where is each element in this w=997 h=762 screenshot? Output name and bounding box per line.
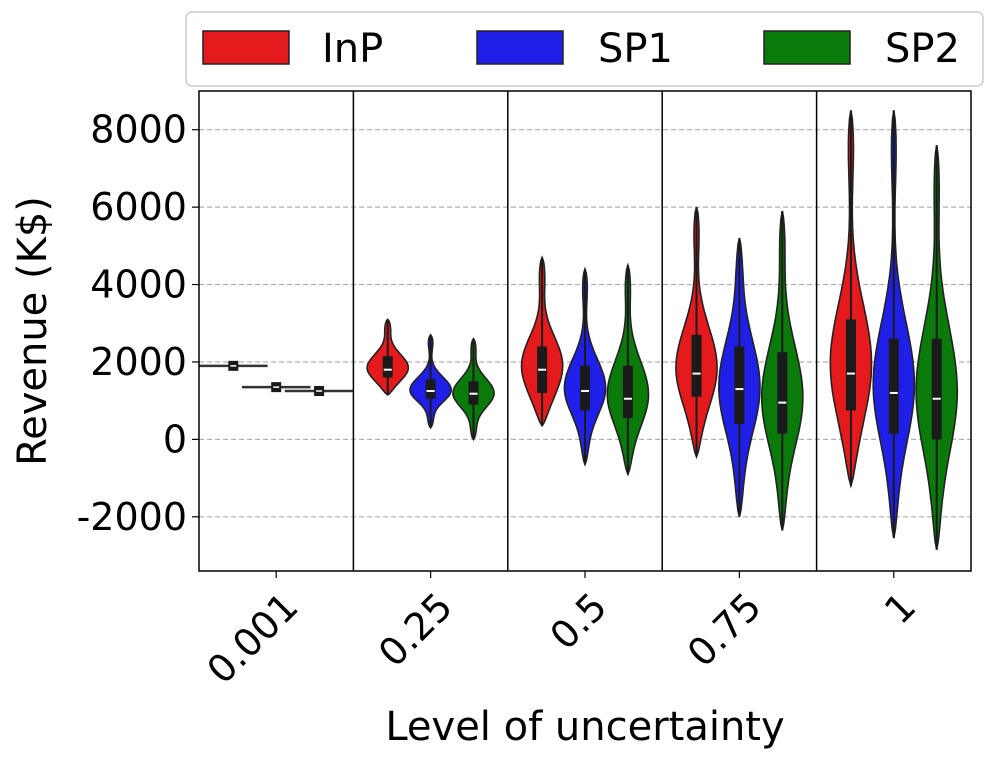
legend-swatch-sp2 bbox=[763, 30, 851, 65]
violin-inp-0.25 bbox=[366, 318, 410, 396]
x-tick-label: 0.25 bbox=[370, 584, 461, 675]
legend: InP SP1 SP2 bbox=[185, 11, 984, 87]
legend-label-inp: InP bbox=[322, 26, 383, 72]
violin-sp2-0.001 bbox=[284, 386, 354, 396]
plot-frame bbox=[198, 90, 972, 572]
violin-sp1-0.75 bbox=[717, 237, 761, 517]
violins bbox=[199, 110, 959, 550]
x-tick-label: 1 bbox=[876, 584, 924, 632]
violin-sp1-0.001 bbox=[241, 382, 311, 393]
violin-sp1-0.25 bbox=[409, 333, 453, 430]
violin-box bbox=[931, 338, 942, 440]
violin-sp2-0.25 bbox=[452, 337, 495, 441]
violin-box bbox=[622, 365, 633, 419]
y-tick-label: 8000 bbox=[90, 108, 187, 152]
x-axis: 0.001 0.25 0.5 0.75 1 bbox=[199, 571, 924, 692]
violin-box bbox=[382, 356, 393, 378]
violin-inp-0.75 bbox=[675, 206, 718, 460]
y-tick-label: -2000 bbox=[77, 495, 187, 539]
violin-box bbox=[734, 346, 745, 424]
y-axis: -2000 0 2000 4000 6000 8000 bbox=[77, 108, 199, 539]
violin-box bbox=[777, 352, 788, 434]
legend-frame bbox=[185, 11, 984, 87]
legend-swatch-inp bbox=[202, 30, 290, 65]
violin-sp1-0.5 bbox=[563, 266, 607, 467]
violin-inp-0.001 bbox=[199, 360, 268, 371]
violin-inp-1 bbox=[829, 110, 873, 489]
y-axis-title: Revenue (K$) bbox=[10, 196, 56, 466]
legend-swatch-sp1 bbox=[476, 30, 564, 65]
x-tick-label: 0.001 bbox=[199, 584, 307, 692]
x-axis-title: Level of uncertainty bbox=[385, 704, 784, 750]
y-tick-label: 6000 bbox=[90, 185, 187, 229]
violin-sp2-0.75 bbox=[760, 210, 804, 531]
y-tick-label: 0 bbox=[163, 417, 187, 461]
x-tick-label: 0.5 bbox=[542, 584, 616, 658]
violin-sp2-0.5 bbox=[606, 262, 650, 477]
y-tick-label: 4000 bbox=[90, 263, 187, 307]
violin-box bbox=[888, 338, 899, 434]
x-tick-label: 0.75 bbox=[679, 584, 770, 675]
violin-box bbox=[691, 334, 702, 397]
violin-inp-0.5 bbox=[520, 255, 564, 428]
violin-sp2-1 bbox=[915, 145, 959, 550]
violin-box bbox=[580, 365, 590, 411]
y-tick-label: 2000 bbox=[90, 340, 187, 384]
violin-box bbox=[425, 379, 436, 399]
legend-label-sp1: SP1 bbox=[598, 26, 673, 72]
violin-box bbox=[845, 319, 856, 411]
legend-label-sp2: SP2 bbox=[885, 26, 960, 72]
violin-sp1-1 bbox=[872, 110, 916, 539]
